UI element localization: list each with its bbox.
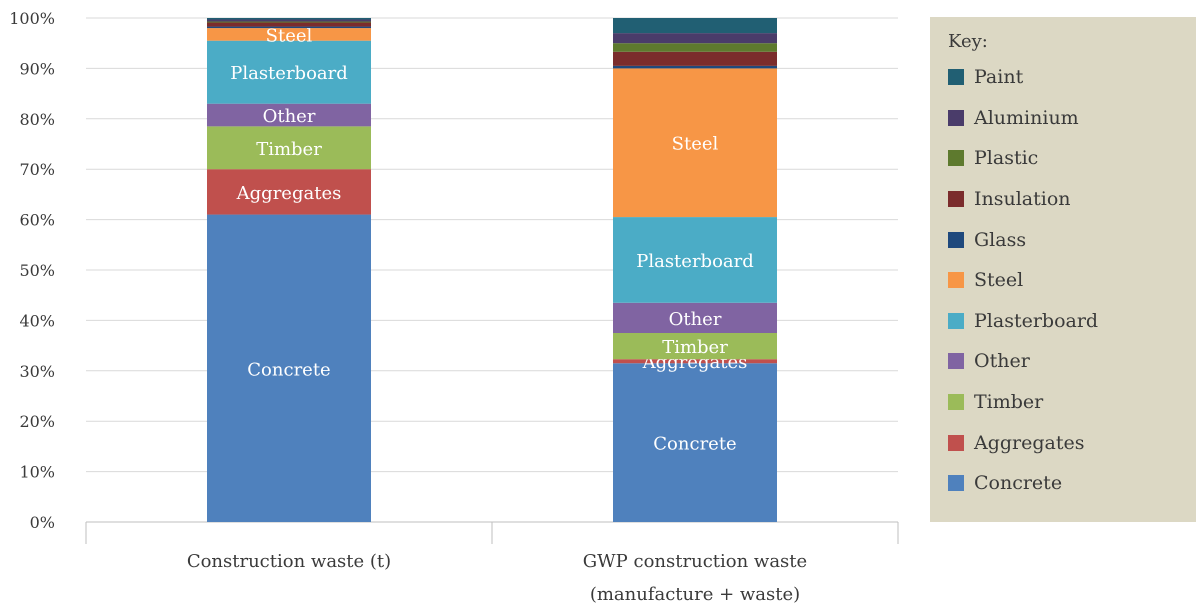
bar-segment-other	[207, 103, 371, 127]
legend-swatch	[948, 69, 964, 86]
legend-items: Paint Aluminium Plastic Insulation Glass Stee…	[948, 57, 1196, 504]
legend-label: Glass	[974, 228, 1027, 251]
bar-segment-plastic	[207, 21, 371, 23]
legend-label: Aggregates	[974, 431, 1085, 454]
y-tick-label: 30%	[19, 362, 55, 381]
segment-label: Timber	[256, 139, 322, 160]
legend-item: Paint	[948, 57, 1196, 98]
segment-label: Timber	[662, 337, 728, 358]
bar-segment-paint	[613, 18, 777, 34]
y-tick-label: 50%	[19, 261, 55, 280]
legend-label: Insulation	[974, 188, 1071, 211]
legend-item: Steel	[948, 260, 1196, 301]
legend-label: Plastic	[974, 147, 1039, 170]
y-tick-label: 10%	[19, 463, 55, 482]
bar-segment-insulation	[613, 51, 777, 66]
legend-swatch	[948, 191, 964, 208]
segment-label: Steel	[266, 25, 313, 46]
legend-swatch	[948, 394, 964, 411]
legend-swatch	[948, 312, 964, 329]
legend-label: Timber	[974, 391, 1044, 414]
legend-item: Aggregates	[948, 422, 1196, 463]
bar-segment-other	[613, 302, 777, 333]
bar-segment-plasterboard	[613, 217, 777, 303]
bar-segment-aluminium	[613, 33, 777, 44]
legend-item: Other	[948, 341, 1196, 382]
legend-item: Plastic	[948, 138, 1196, 179]
legend-swatch	[948, 475, 964, 492]
legend-label: Other	[974, 350, 1030, 373]
bar-segment-steel	[207, 28, 371, 41]
legend-swatch	[948, 150, 964, 167]
x-category-label: Construction waste (t)	[187, 551, 391, 572]
legend-swatch	[948, 434, 964, 451]
stacked-bar-chart: 0% 10% 20% 30% 40% 50% 60% 70% 80% 90% 100% Concret…	[9, 9, 899, 605]
bar-segment-insulation	[207, 22, 371, 27]
x-category-label: (manufacture + waste)	[590, 584, 800, 605]
bar-segment-timber	[613, 333, 777, 360]
segment-label: Steel	[672, 134, 719, 155]
bar-segment-aggregates	[613, 359, 777, 364]
y-tick-label: 40%	[19, 311, 55, 330]
y-tick-label: 80%	[19, 110, 55, 129]
y-tick-label: 0%	[30, 513, 55, 532]
y-tick-label: 20%	[19, 412, 55, 431]
bar-segment-concrete	[613, 363, 777, 522]
legend-label: Concrete	[974, 472, 1063, 495]
legend-item: Glass	[948, 219, 1196, 260]
y-tick-label: 70%	[19, 160, 55, 179]
bar-segment-plastic	[613, 43, 777, 52]
segment-label: Concrete	[247, 359, 330, 380]
segment-label: Other	[669, 309, 722, 330]
segment-label: Aggregates	[236, 183, 342, 204]
bar-segment-aggregates	[207, 169, 371, 215]
legend-item: Plasterboard	[948, 301, 1196, 342]
segment-label: Plasterboard	[636, 251, 754, 272]
y-tick-label: 90%	[19, 59, 55, 78]
legend-label: Paint	[974, 66, 1024, 89]
legend-swatch	[948, 272, 964, 289]
legend: Key: Paint Aluminium Plastic Insulation Glas…	[930, 17, 1196, 522]
legend-item: Concrete	[948, 463, 1196, 504]
legend-label: Plasterboard	[974, 309, 1099, 332]
bar-segment-aluminium	[207, 19, 371, 22]
bar-segment-glass	[207, 26, 371, 29]
legend-title: Key:	[948, 31, 988, 52]
legend-item: Timber	[948, 382, 1196, 423]
legend-swatch	[948, 353, 964, 370]
y-tick-label: 100%	[9, 9, 55, 28]
x-category-label: GWP construction waste	[583, 551, 807, 572]
bar-segment-glass	[613, 65, 777, 69]
legend-item: Aluminium	[948, 98, 1196, 139]
legend-label: Steel	[974, 269, 1024, 292]
bar-segment-steel	[613, 68, 777, 218]
bar-segment-plasterboard	[207, 40, 371, 104]
segment-label: Concrete	[653, 434, 736, 455]
legend-label: Aluminium	[974, 106, 1079, 129]
bar-segment-concrete	[207, 214, 371, 522]
legend-item: Insulation	[948, 179, 1196, 220]
y-tick-label: 60%	[19, 211, 55, 230]
legend-swatch	[948, 109, 964, 126]
segment-label: Plasterboard	[230, 63, 348, 84]
segment-label: Other	[263, 106, 316, 127]
bar-segment-paint	[207, 18, 371, 20]
bar-segment-timber	[207, 126, 371, 170]
legend-swatch	[948, 231, 964, 248]
